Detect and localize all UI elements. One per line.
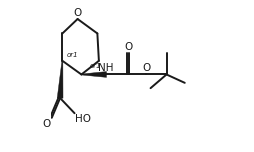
Text: HO: HO — [75, 114, 91, 124]
Text: O: O — [142, 63, 151, 73]
Text: O: O — [124, 42, 133, 52]
Polygon shape — [81, 72, 106, 77]
Text: or1: or1 — [66, 52, 78, 58]
Text: O: O — [43, 119, 51, 129]
Text: O: O — [73, 8, 82, 18]
Text: or1: or1 — [90, 63, 101, 69]
Text: NH: NH — [98, 63, 114, 73]
Polygon shape — [57, 61, 63, 98]
